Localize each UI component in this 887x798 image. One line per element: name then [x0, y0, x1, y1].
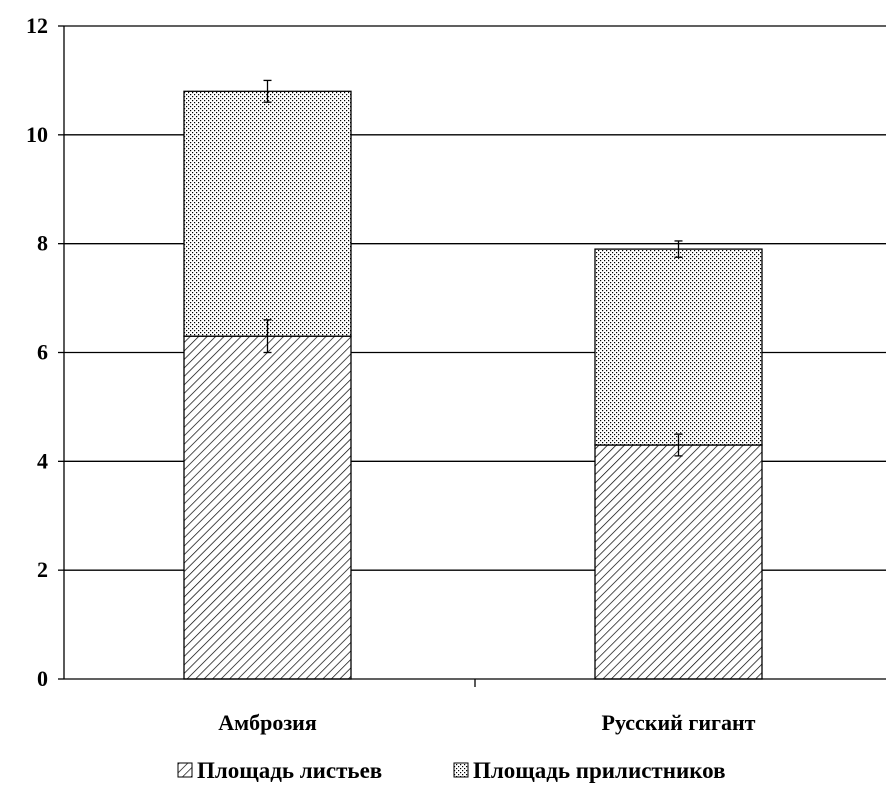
legend-swatch-1 — [453, 762, 469, 778]
y-tick-label: 10 — [26, 122, 48, 147]
axes — [58, 25, 886, 687]
y-tick-label: 12 — [26, 13, 48, 38]
error-bars — [263, 79, 683, 457]
bars — [183, 90, 763, 680]
bar-0-series-1 — [183, 90, 352, 337]
y-tick-labels: 0 2 4 6 8 10 12 — [26, 13, 48, 691]
bar-1-series-0 — [594, 444, 763, 680]
x-category-labels: Амброзия Русский гигант — [218, 710, 755, 735]
bar-1-series-1 — [594, 248, 763, 446]
y-tick-label: 4 — [37, 448, 48, 473]
legend: Площадь листьев Площадь прилистников — [177, 758, 726, 783]
legend-label-1: Площадь прилистников — [473, 758, 726, 783]
legend-swatch-0 — [177, 762, 193, 778]
x-category-label: Амброзия — [218, 710, 317, 735]
y-tick-label: 6 — [37, 340, 48, 365]
bar-0-series-0 — [183, 335, 352, 680]
legend-label-0: Площадь листьев — [197, 758, 382, 783]
y-tick-label: 0 — [37, 666, 48, 691]
y-tick-label: 2 — [37, 557, 48, 582]
y-tick-label: 8 — [37, 231, 48, 256]
x-category-label: Русский гигант — [602, 710, 756, 735]
